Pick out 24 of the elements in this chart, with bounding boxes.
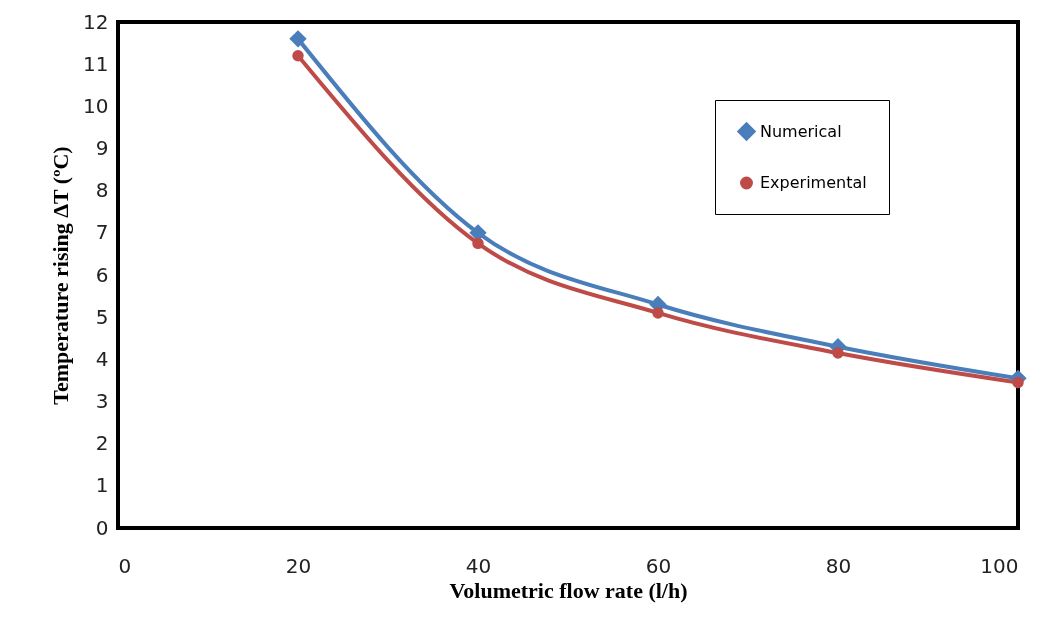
y-tick-label: 0 [95,515,109,540]
y-tick-label: 2 [95,431,109,456]
y-tick-label: 10 [83,93,109,118]
y-tick-label: 1 [95,473,109,498]
x-tick-label: 100 [980,553,1019,578]
x-axis-title: Volumetric flow rate (l/h) [449,577,688,603]
y-axis-title: Temperature rising ΔT (ºC) [48,146,74,405]
point [289,30,307,48]
x-tick-label: 20 [285,553,312,578]
x-tick-label: 40 [465,553,492,578]
legend-label: Numerical [760,121,842,141]
x-tick-label: 80 [825,553,852,578]
y-tick-label: 4 [95,346,109,371]
y-tick-label: 5 [95,304,109,329]
y-tick-label: 11 [83,51,109,76]
x-tick-label: 60 [645,553,672,578]
y-tick-label: 12 [83,9,109,34]
y-tick-label: 6 [95,262,109,287]
y-tick-label: 7 [95,220,109,245]
y-tick-label: 8 [95,178,109,203]
y-tick-label: 3 [95,389,109,413]
legend-label: Experimental [760,173,867,192]
x-tick-label: 0 [118,553,132,578]
y-tick-label: 9 [95,136,109,160]
